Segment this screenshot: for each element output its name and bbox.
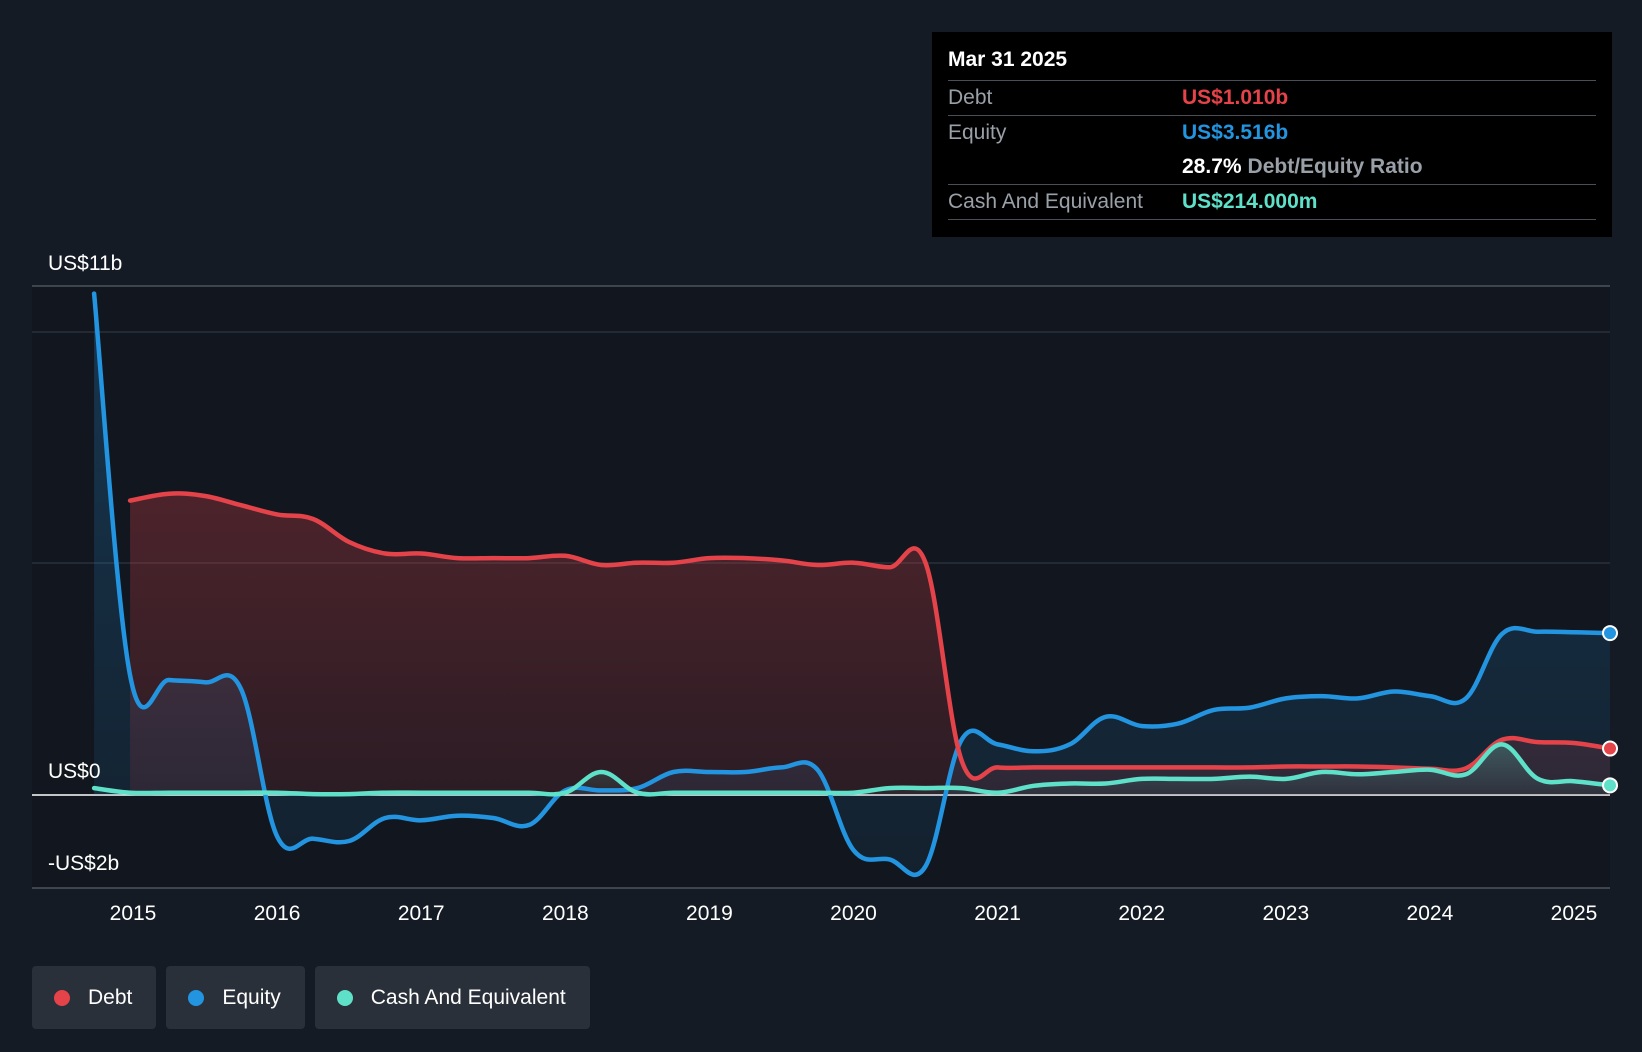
- equity-endpoint[interactable]: [1602, 625, 1619, 642]
- tooltip-debt-label: Debt: [948, 86, 993, 109]
- y-label-bottom: -US$2b: [48, 852, 119, 875]
- debt-area: [130, 493, 1611, 795]
- x-tick-label: 2022: [1118, 902, 1165, 925]
- tooltip-ratio-row: 28.7% Debt/Equity Ratio: [948, 150, 1596, 185]
- tooltip-ratio-value: 28.7%: [1182, 155, 1242, 178]
- legend-dot-debt: [54, 989, 70, 1006]
- legend-item-cash[interactable]: Cash And Equivalent: [314, 966, 590, 1029]
- tooltip-cash-value: US$214.000m: [1182, 190, 1318, 213]
- debt-endpoint[interactable]: [1602, 740, 1619, 757]
- tooltip-cash-label: Cash And Equivalent: [948, 190, 1143, 213]
- legend-dot-cash: [336, 989, 353, 1006]
- legend-label-debt: Debt: [88, 985, 133, 1009]
- x-tick-label: 2020: [830, 902, 877, 925]
- equity-area: [94, 293, 1611, 875]
- series-areas: [94, 293, 1611, 875]
- tooltip-debt-row: Debt US$1.010b: [948, 81, 1596, 116]
- tooltip-ratio-label: Debt/Equity Ratio: [1247, 155, 1423, 178]
- series-lines: [91, 291, 1613, 877]
- legend-dot-equity: [188, 989, 205, 1006]
- cash-area: [94, 744, 1611, 795]
- legend-item-equity[interactable]: Equity: [166, 966, 305, 1029]
- debt-line: [127, 491, 1613, 781]
- cash-line: [91, 742, 1613, 797]
- x-tick-label: 2024: [1407, 902, 1454, 925]
- x-tick-label: 2023: [1262, 902, 1309, 925]
- x-axis-ticks: 2015 2016 2017 2018 2019 2020 2021 2022 2023 2024…: [110, 902, 1598, 925]
- x-tick-label: 2025: [1551, 902, 1598, 925]
- tooltip-date: Mar 31 2025: [948, 46, 1596, 81]
- y-label-top: US$11b: [48, 252, 122, 275]
- series-endpoints: [1602, 625, 1619, 794]
- tooltip-debt-value: US$1.010b: [1182, 86, 1289, 109]
- x-tick-label: 2021: [974, 902, 1021, 925]
- x-tick-label: 2017: [398, 902, 445, 925]
- legend-item-debt[interactable]: Debt: [32, 966, 157, 1029]
- tooltip-equity-row: Equity US$3.516b: [948, 116, 1596, 150]
- tooltip-cash-row: Cash And Equivalent US$214.000m: [948, 185, 1596, 220]
- x-tick-label: 2015: [110, 902, 157, 925]
- legend-label-cash: Cash And Equivalent: [370, 985, 566, 1009]
- tooltip-equity-label: Equity: [948, 121, 1007, 144]
- tooltip-equity-value: US$3.516b: [1182, 121, 1289, 144]
- cash-endpoint[interactable]: [1602, 777, 1619, 794]
- x-tick-label: 2018: [542, 902, 589, 925]
- x-tick-label: 2019: [686, 902, 733, 925]
- x-tick-label: 2016: [254, 902, 301, 925]
- legend-label-equity: Equity: [222, 985, 281, 1009]
- tooltip-panel: Mar 31 2025 Debt US$1.010b Equity US$3.5…: [932, 32, 1612, 237]
- equity-line: [91, 291, 1613, 877]
- chart-legend: Debt Equity Cash And Equivalent: [32, 966, 590, 1029]
- tooltip-ratio-spacer: [948, 150, 1182, 184]
- y-label-zero: US$0: [48, 760, 101, 783]
